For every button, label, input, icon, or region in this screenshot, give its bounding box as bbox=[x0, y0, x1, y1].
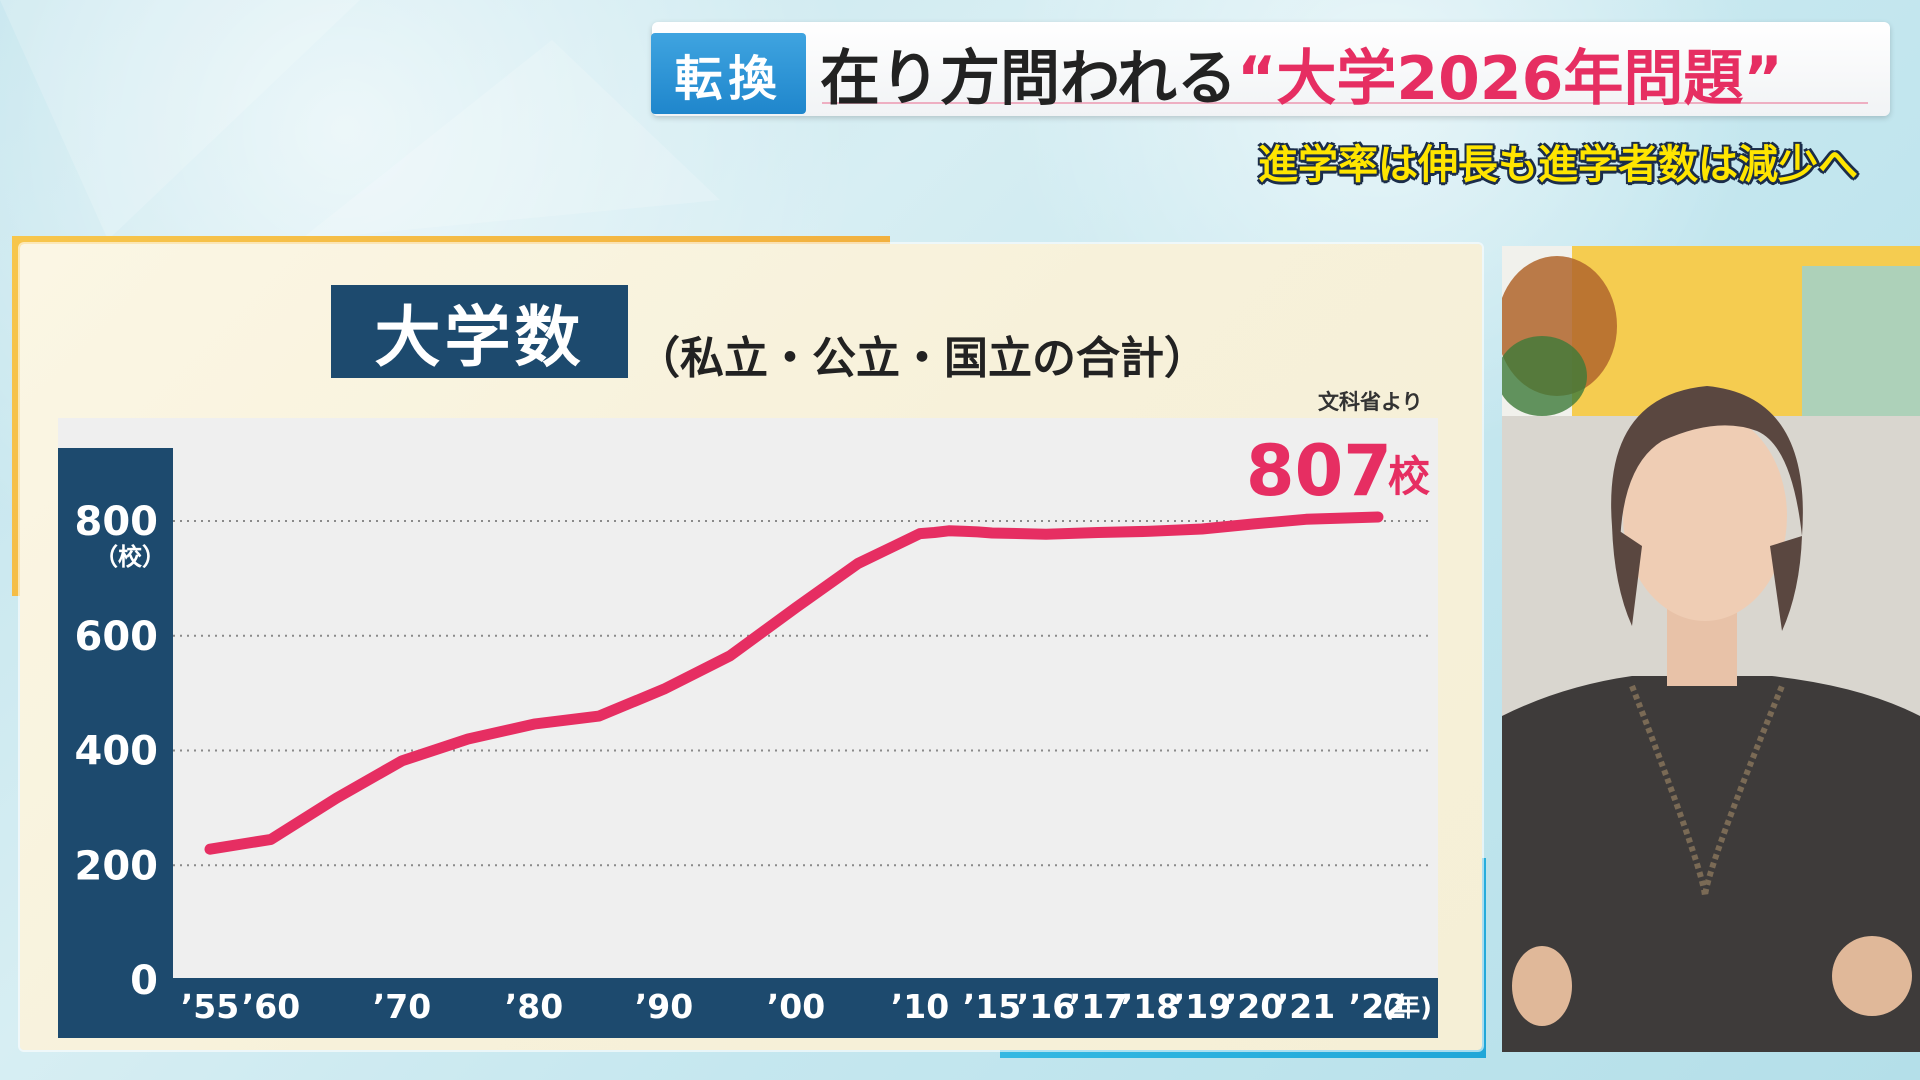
line-chart: 0 200 400 600 800（校） ’55’60 ’70 ’80 ’90 ’00 ’10 ’15… bbox=[58, 430, 1438, 1038]
y-axis-band bbox=[58, 448, 173, 1038]
end-value-unit: 校 bbox=[1388, 452, 1430, 501]
data-point bbox=[660, 685, 668, 694]
y-unit-label: （校） bbox=[94, 543, 166, 571]
x-tick-label: ’55 bbox=[181, 987, 239, 1026]
data-point bbox=[916, 529, 924, 538]
y-tick-label: 400 bbox=[75, 729, 159, 775]
x-tick-label: ’16 bbox=[1017, 987, 1075, 1026]
data-line bbox=[204, 511, 1384, 855]
y-tick-label: 800 bbox=[75, 499, 159, 545]
data-point bbox=[988, 529, 996, 538]
data-point bbox=[1302, 515, 1310, 524]
data-point bbox=[595, 712, 603, 721]
x-tick-label: ’10 bbox=[891, 987, 949, 1026]
topic-badge: 転換 bbox=[651, 33, 806, 114]
y-tick-label: 0 bbox=[130, 958, 158, 1004]
data-point bbox=[1094, 528, 1102, 537]
x-tick-label: ’20 bbox=[1225, 987, 1283, 1026]
data-point bbox=[1042, 530, 1050, 539]
data-point bbox=[530, 720, 538, 729]
y-tick-label: 200 bbox=[75, 843, 159, 889]
subheadline: 進学率は伸長も進学者数は減少へ bbox=[1258, 142, 1858, 188]
x-tick-label: ’15 bbox=[963, 987, 1021, 1026]
data-point bbox=[267, 835, 275, 844]
data-point bbox=[959, 527, 968, 536]
headline-prefix: 在り方問われる bbox=[820, 43, 1237, 114]
data-point bbox=[1250, 519, 1258, 528]
y-tick-label: 600 bbox=[75, 614, 159, 660]
chart-title: 大学数 bbox=[331, 285, 628, 378]
data-point bbox=[930, 528, 939, 537]
headline-bar bbox=[652, 22, 1890, 116]
x-tick-label: ’60 bbox=[242, 987, 300, 1026]
data-point bbox=[332, 794, 341, 803]
x-tick-label: ’80 bbox=[505, 987, 563, 1026]
x-tick-label: ’22 bbox=[1349, 987, 1407, 1026]
x-tick-label: ’18 bbox=[1121, 987, 1179, 1026]
data-point bbox=[726, 651, 734, 660]
x-tick-label: ’70 bbox=[373, 987, 431, 1026]
headline: 在り方問われる “大学2026年問題” bbox=[820, 28, 1783, 118]
end-value-label: 807 bbox=[1246, 430, 1392, 512]
x-tick-label: ’00 bbox=[767, 987, 825, 1026]
plot-panel: 0 200 400 600 800 （校） ’55’60 ’70 ’80 ’90 ’00 ’10 ’15… bbox=[58, 418, 1438, 1038]
data-point bbox=[398, 756, 406, 765]
x-tick-label: ’17 bbox=[1069, 987, 1127, 1026]
x-unit-label: (年) bbox=[1382, 992, 1432, 1023]
background-facet bbox=[0, 0, 360, 240]
chart-subtitle: （私立・公立・国立の合計） bbox=[636, 333, 1208, 384]
x-axis-band bbox=[58, 978, 1438, 1038]
x-tick-label: ’21 bbox=[1277, 987, 1335, 1026]
data-point bbox=[206, 845, 214, 854]
headline-highlight: “大学2026年問題” bbox=[1237, 43, 1783, 114]
data-point bbox=[792, 603, 800, 612]
data-point bbox=[1146, 527, 1154, 536]
presenter-video bbox=[1502, 246, 1920, 1052]
data-point bbox=[854, 559, 862, 568]
data-point bbox=[1198, 525, 1206, 534]
data-point bbox=[1374, 512, 1382, 521]
data-point bbox=[973, 527, 982, 536]
presenter-figure bbox=[1502, 246, 1920, 1052]
data-point bbox=[944, 526, 953, 535]
x-tick-label: ’19 bbox=[1173, 987, 1231, 1026]
source-note: 文科省より bbox=[1318, 390, 1423, 414]
data-point bbox=[464, 735, 472, 744]
x-tick-label: ’90 bbox=[635, 987, 693, 1026]
